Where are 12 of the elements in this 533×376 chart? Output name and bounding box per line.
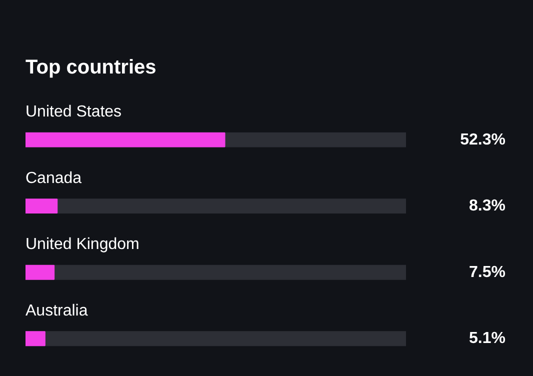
data-label: 5.1% [469,330,506,348]
data-label: 8.3% [469,198,506,215]
chart-title: Top countries [26,56,156,78]
y-tick-label: Australia [26,302,88,320]
bar [26,331,46,346]
bar [26,198,58,214]
y-tick-label: United States [26,103,122,120]
data-label: 7.5% [469,264,506,281]
y-tick-label: Canada [26,170,82,187]
bar [26,264,55,280]
y-tick-label: United Kingdom [26,236,140,254]
data-label: 52.3% [460,131,506,148]
